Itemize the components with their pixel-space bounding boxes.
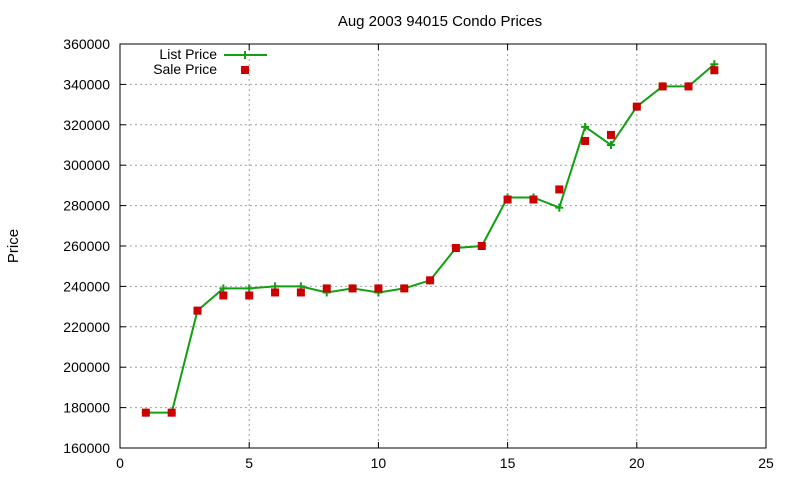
data-point — [374, 284, 383, 293]
chart-title: Aug 2003 94015 Condo Prices — [338, 13, 542, 30]
y-tick-label: 360000 — [63, 36, 110, 52]
axis-ticks — [119, 43, 767, 449]
data-point — [322, 284, 331, 293]
data-point — [710, 66, 719, 75]
data-point — [503, 195, 512, 204]
data-point — [606, 141, 615, 149]
series-line — [145, 63, 715, 414]
data-point — [581, 136, 590, 145]
data-point — [477, 242, 486, 250]
y-tick-label: 260000 — [63, 238, 110, 254]
data-point — [271, 288, 280, 297]
x-tick-label: 15 — [500, 455, 516, 471]
data-point — [193, 306, 202, 315]
y-tick-label: 180000 — [63, 400, 110, 416]
data-point — [167, 408, 176, 417]
data-point — [245, 284, 254, 293]
data-point — [555, 185, 564, 194]
legend-marker — [241, 51, 249, 59]
series-sale-price — [141, 66, 719, 417]
data-point — [245, 291, 254, 300]
data-point — [348, 284, 357, 293]
y-tick-label: 320000 — [63, 117, 110, 133]
y-axis-label: Price — [5, 229, 22, 263]
x-tick-label: 20 — [629, 455, 645, 471]
data-point — [219, 291, 228, 300]
y-tick-label: 300000 — [63, 157, 110, 173]
data-point — [400, 284, 409, 293]
data-point — [141, 408, 150, 417]
legend-marker — [241, 66, 249, 74]
y-tick-labels: 160000 180000 200000 220000 240000 260000 2800… — [63, 36, 110, 456]
data-point — [684, 82, 693, 91]
x-tick-label: 0 — [116, 455, 124, 471]
data-point — [606, 130, 615, 139]
y-tick-label: 280000 — [63, 198, 110, 214]
data-point — [451, 244, 460, 253]
grid — [120, 44, 766, 448]
y-tick-label: 200000 — [63, 359, 110, 375]
data-point — [632, 102, 641, 111]
y-tick-label: 220000 — [63, 319, 110, 335]
y-tick-label: 240000 — [63, 278, 110, 294]
legend-label: List Price — [159, 46, 217, 62]
data-point — [658, 82, 667, 91]
data-point — [555, 203, 564, 212]
x-tick-label: 10 — [371, 455, 387, 471]
series-list-price — [141, 60, 719, 417]
data-point — [581, 122, 590, 131]
data-point — [296, 288, 305, 297]
y-tick-label: 340000 — [63, 76, 110, 92]
data-point — [219, 284, 228, 293]
x-tick-label: 5 — [245, 455, 253, 471]
series-layer — [141, 60, 719, 417]
data-point — [426, 276, 435, 285]
y-tick-label: 160000 — [63, 440, 110, 456]
x-tick-label: 25 — [758, 455, 774, 471]
legend-label: Sale Price — [153, 61, 217, 77]
data-point — [529, 195, 538, 204]
x-tick-labels: 0 5 10 15 20 25 — [116, 455, 774, 471]
